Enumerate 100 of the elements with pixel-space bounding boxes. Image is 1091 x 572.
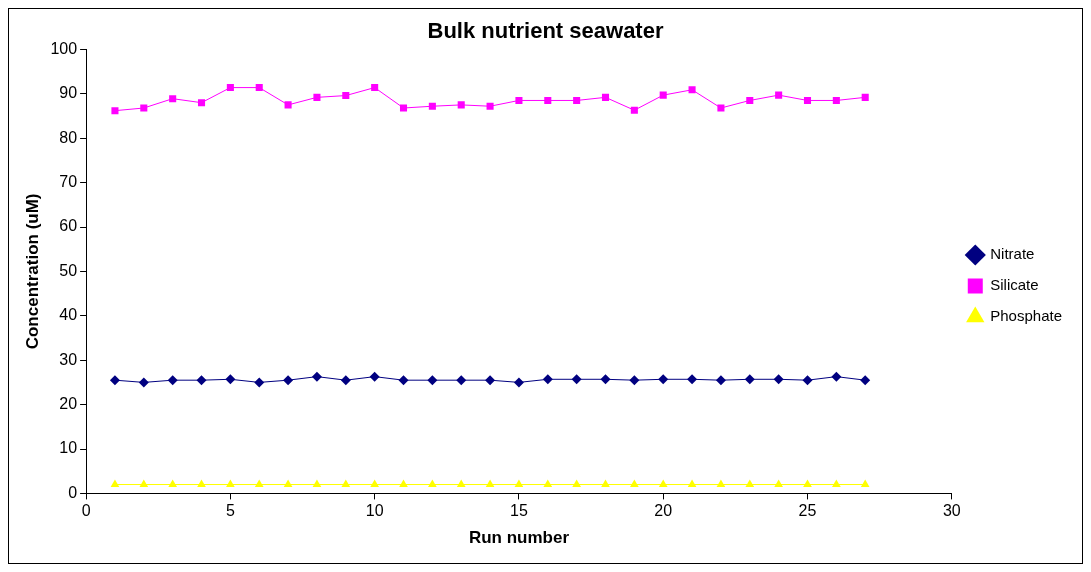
x-axis-title: Run number: [468, 528, 570, 548]
point: [398, 375, 409, 386]
point: [110, 479, 120, 488]
point: [168, 479, 177, 488]
y-tick-label: 40: [59, 306, 78, 324]
point: [658, 374, 669, 385]
point: [659, 91, 667, 99]
point: [226, 84, 234, 92]
point: [255, 84, 263, 92]
point: [803, 96, 812, 104]
x-tick-label: 0: [81, 502, 91, 520]
point: [340, 375, 351, 386]
point: [514, 479, 524, 488]
point: [109, 375, 120, 386]
point: [311, 371, 322, 382]
point: [226, 479, 235, 488]
point: [169, 95, 177, 103]
x-tick-label: 30: [942, 502, 961, 520]
point: [111, 107, 119, 115]
point: [341, 479, 351, 488]
point: [687, 374, 698, 385]
point: [371, 84, 379, 92]
point: [197, 479, 206, 488]
point: [600, 374, 611, 385]
point: [138, 377, 149, 388]
point: [427, 375, 438, 386]
point: [802, 375, 813, 386]
y-tick-label: 20: [59, 395, 78, 413]
x-tick-label: 25: [798, 502, 817, 520]
point: [399, 104, 408, 112]
y-tick-label: 60: [59, 217, 78, 235]
point: [773, 374, 784, 385]
point: [283, 479, 293, 488]
point: [832, 479, 841, 488]
point: [313, 93, 321, 101]
point: [515, 96, 523, 104]
point: [831, 371, 842, 382]
y-axis-title: Concentration (uM): [22, 193, 42, 350]
point: [687, 479, 697, 488]
point: [542, 374, 553, 385]
point: [658, 479, 668, 488]
y-tick-label: 50: [59, 261, 78, 279]
y-tick-label: 0: [68, 483, 78, 501]
point: [774, 479, 783, 488]
point: [254, 377, 265, 388]
point: [456, 375, 467, 386]
point: [485, 375, 496, 386]
point: [196, 375, 207, 386]
point: [601, 479, 610, 488]
point: [312, 479, 322, 488]
point: [716, 479, 726, 488]
point: [860, 375, 871, 386]
point: [601, 93, 610, 101]
point: [370, 479, 379, 488]
point: [573, 96, 581, 104]
point: [197, 99, 206, 107]
point: [860, 479, 870, 488]
point: [543, 479, 553, 488]
legend-label: Silicate: [990, 276, 1039, 294]
point: [572, 479, 581, 488]
point: [861, 93, 869, 101]
y-tick-label: 80: [59, 128, 78, 146]
point: [399, 479, 408, 488]
point: [456, 479, 466, 488]
point: [744, 374, 755, 385]
point: [284, 101, 292, 109]
point: [745, 479, 755, 488]
point: [715, 375, 726, 386]
point: [140, 104, 148, 112]
legend-label: Phosphate: [990, 307, 1063, 325]
point: [629, 375, 640, 386]
point: [225, 374, 236, 385]
point: [457, 101, 465, 109]
y-tick-label: 70: [59, 173, 78, 191]
point: [571, 374, 582, 385]
point: [717, 104, 725, 112]
x-tick-label: 20: [654, 502, 673, 520]
point: [513, 377, 524, 388]
point: [139, 479, 149, 488]
chart-title: Bulk nutrient seawater: [427, 18, 664, 44]
y-tick-label: 30: [59, 350, 78, 368]
y-tick-label: 10: [59, 439, 78, 457]
point: [428, 479, 437, 488]
y-tick-label: 100: [50, 39, 78, 57]
point: [485, 479, 495, 488]
x-tick-label: 10: [365, 502, 384, 520]
point: [369, 371, 380, 382]
point: [630, 106, 638, 114]
legend-label: Nitrate: [990, 245, 1035, 263]
x-tick-label: 15: [510, 502, 528, 520]
point: [254, 479, 264, 488]
point: [746, 96, 754, 104]
point: [630, 479, 639, 488]
point: [167, 375, 178, 386]
x-tick-label: 5: [225, 502, 235, 520]
point: [803, 479, 812, 488]
point: [486, 102, 494, 110]
point: [544, 96, 552, 104]
point: [775, 91, 783, 99]
point: [688, 86, 696, 94]
